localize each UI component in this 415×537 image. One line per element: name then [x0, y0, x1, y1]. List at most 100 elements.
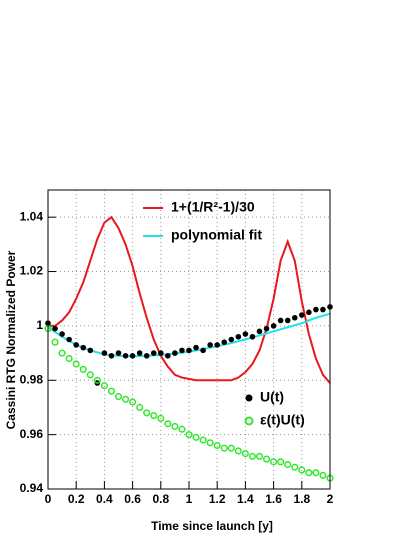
data-point — [172, 350, 178, 356]
data-point — [235, 333, 242, 340]
data-point — [122, 395, 130, 403]
data-point — [249, 333, 256, 340]
data-point — [79, 365, 87, 373]
data-point — [59, 331, 65, 337]
data-point — [214, 342, 220, 348]
data-point — [157, 414, 165, 422]
data-point — [65, 354, 73, 363]
data-point — [320, 306, 326, 313]
x-tick-label: 1 — [186, 492, 193, 506]
data-point — [206, 439, 214, 447]
y-tick-label: 0.94 — [20, 481, 44, 495]
data-point — [221, 339, 228, 346]
data-point — [108, 353, 115, 359]
data-point — [312, 469, 320, 477]
data-point — [242, 331, 249, 337]
data-point — [270, 458, 278, 466]
data-point — [66, 336, 72, 343]
data-point — [299, 312, 305, 318]
data-point — [143, 409, 151, 417]
data-point — [186, 347, 192, 354]
data-point — [227, 444, 235, 452]
x-tick-label: 1.6 — [265, 492, 282, 506]
data-point — [270, 323, 277, 329]
data-point — [80, 344, 87, 351]
data-point — [164, 420, 172, 428]
data-point — [178, 425, 186, 433]
data-point — [150, 412, 158, 420]
data-point — [179, 347, 185, 354]
y-tick-label: 1 — [36, 318, 43, 332]
legend-label: ε(t)U(t) — [260, 412, 305, 428]
data-point — [228, 336, 235, 343]
data-point — [255, 452, 264, 460]
legend-swatch — [245, 394, 253, 402]
data-point — [107, 387, 115, 395]
x-tick-label: 0.8 — [152, 492, 169, 506]
x-tick-label: 2 — [327, 492, 334, 506]
data-point — [263, 455, 271, 463]
data-point — [284, 460, 292, 469]
data-point — [213, 441, 221, 450]
data-point — [291, 314, 298, 321]
data-point — [291, 463, 299, 471]
data-point — [234, 447, 242, 455]
legend-swatch — [244, 416, 254, 426]
data-point — [256, 328, 263, 335]
data-point — [129, 398, 137, 406]
data-point — [86, 371, 94, 379]
data-point — [199, 436, 207, 444]
data-point — [200, 347, 206, 354]
data-point — [136, 350, 143, 356]
data-point — [305, 469, 313, 477]
data-point — [115, 350, 122, 356]
data-point — [73, 342, 79, 348]
plot-frame — [47, 189, 331, 490]
legend-label: polynomial fit — [171, 227, 262, 243]
data-point — [277, 317, 284, 324]
data-point — [185, 431, 193, 439]
data-point — [165, 353, 171, 359]
x-tick-label: 0.2 — [68, 492, 85, 506]
data-point — [136, 403, 144, 412]
data-point — [58, 349, 66, 357]
data-point — [129, 353, 136, 359]
data-point — [158, 350, 164, 356]
y-tick-label: 1.02 — [20, 264, 44, 278]
data-point — [87, 347, 94, 354]
data-point — [51, 338, 59, 346]
data-point — [192, 433, 200, 441]
series-line — [48, 215, 331, 384]
data-point — [72, 360, 80, 368]
data-point — [100, 382, 108, 390]
x-tick-label: 0.6 — [124, 492, 141, 506]
data-point — [150, 350, 157, 356]
data-point — [93, 376, 101, 384]
x-tick-label: 0.4 — [96, 492, 113, 506]
data-point — [122, 353, 129, 359]
legend-label: U(t) — [260, 389, 284, 405]
x-tick-label: 1.2 — [209, 492, 226, 506]
data-point — [101, 350, 108, 356]
data-point — [284, 317, 291, 324]
data-point — [143, 353, 150, 359]
data-point — [207, 342, 213, 348]
y-tick-label: 0.96 — [20, 427, 44, 441]
data-point — [241, 450, 249, 458]
data-point — [52, 325, 58, 332]
data-point — [263, 325, 270, 332]
y-axis-label: Cassini RTG Normalized Power — [4, 250, 18, 429]
x-axis-label: Time since launch [y] — [151, 519, 273, 533]
x-tick-label: 1.4 — [237, 492, 254, 506]
data-point — [277, 458, 285, 466]
data-point — [319, 471, 327, 479]
data-point — [114, 393, 123, 401]
data-point — [313, 306, 319, 313]
data-point — [248, 452, 256, 460]
data-point — [220, 444, 228, 452]
data-point — [298, 466, 306, 474]
y-tick-label: 0.98 — [20, 372, 44, 386]
y-tick-label: 1.04 — [20, 209, 44, 223]
x-tick-label: 0 — [45, 492, 52, 506]
